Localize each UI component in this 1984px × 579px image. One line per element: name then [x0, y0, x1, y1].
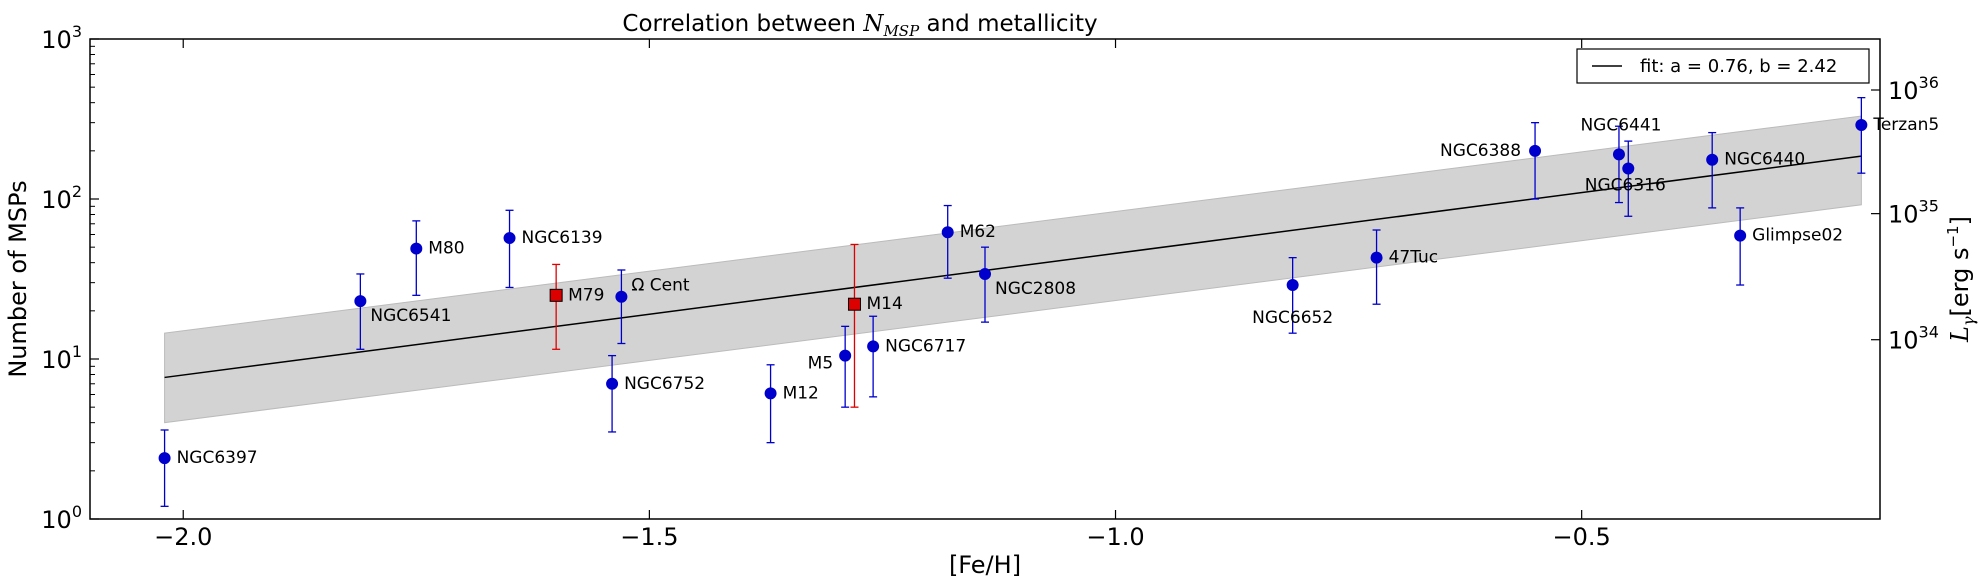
point-marker-circle: [941, 226, 954, 239]
right-tick-label: 1035: [1888, 197, 1939, 229]
point-marker-circle: [615, 290, 628, 303]
point-marker-circle: [1286, 279, 1299, 292]
data-points-layer: NGC6397 NGC6541 M80 NGC6139 Ω Cent NGC6752 M12…: [158, 96, 1939, 507]
point-label: NGC6440: [1724, 150, 1805, 170]
point-label: NGC2808: [995, 279, 1076, 299]
point-marker-circle: [1734, 229, 1747, 242]
right-y-axis-label: Lγ[erg s−1]: [1944, 216, 1978, 343]
y-tick-label: 100: [41, 502, 82, 534]
point-label: NGC6139: [522, 228, 603, 248]
point-label: Ω Cent: [631, 276, 689, 296]
point-label: M12: [783, 383, 819, 403]
point-label: NGC6652: [1252, 308, 1333, 328]
point-marker-circle: [1855, 119, 1868, 132]
point-label: NGC6388: [1440, 141, 1521, 161]
y-tick-label: 103: [41, 22, 82, 54]
data-point: NGC6316: [1585, 140, 1666, 217]
data-point: NGC6652: [1252, 256, 1333, 334]
x-axis-label: [Fe/H]: [949, 551, 1021, 579]
right-tick-label: 1034: [1888, 323, 1939, 355]
fit-line: [164, 155, 1862, 379]
point-label: M79: [568, 285, 604, 305]
data-point: Glimpse02: [1734, 207, 1843, 286]
point-label: M14: [866, 294, 902, 314]
data-point: NGC6440: [1706, 131, 1805, 209]
y-tick-label: 102: [41, 182, 82, 214]
data-point: M5: [808, 325, 852, 408]
point-label: 47Tuc: [1389, 248, 1439, 268]
point-label: M5: [808, 354, 833, 374]
point-label: Terzan5: [1872, 115, 1939, 135]
data-point: NGC2808: [979, 246, 1076, 323]
data-point: M80: [410, 220, 465, 296]
point-marker-circle: [606, 377, 619, 390]
point-label: NGC6717: [885, 336, 966, 356]
confidence-band: [164, 115, 1862, 424]
data-point: NGC6752: [606, 354, 705, 433]
point-label: M62: [960, 222, 996, 242]
legend: fit: a = 0.76, b = 2.42: [1576, 48, 1870, 84]
confidence-band-layer: [164, 115, 1862, 424]
point-marker-circle: [354, 295, 367, 308]
point-marker-circle: [979, 267, 991, 280]
legend-label: fit: a = 0.76, b = 2.42: [1640, 56, 1837, 77]
point-marker-square: [847, 297, 861, 311]
legend-box: [1576, 48, 1870, 84]
point-label: NGC6397: [177, 448, 258, 468]
point-marker-circle: [503, 232, 516, 245]
data-point: M62: [941, 204, 996, 279]
fit-line-layer: [164, 155, 1862, 379]
point-marker-circle: [1622, 162, 1635, 175]
data-point: NGC6139: [503, 209, 603, 289]
point-marker-circle: [410, 242, 423, 255]
point-label: Glimpse02: [1752, 226, 1843, 246]
point-label: NGC6752: [624, 374, 705, 394]
point-marker-circle: [839, 349, 852, 362]
data-point: NGC6388: [1440, 122, 1542, 200]
x-tick-label: −1.0: [1086, 523, 1144, 551]
data-point: M79: [549, 263, 604, 350]
point-marker-circle: [1370, 251, 1383, 264]
point-label: NGC6441: [1580, 115, 1661, 135]
point-marker-circle: [158, 452, 171, 465]
point-marker-circle: [1706, 153, 1719, 166]
x-tick-label: −1.5: [620, 523, 678, 551]
data-point: NGC6541: [354, 273, 451, 350]
point-marker-circle: [867, 340, 880, 353]
data-point: Ω Cent: [615, 269, 690, 345]
point-marker-circle: [764, 387, 777, 400]
data-point: M12: [764, 364, 819, 444]
data-point: NGC6717: [867, 315, 966, 398]
x-tick-label: −2.0: [154, 523, 212, 551]
data-point: Terzan5: [1855, 96, 1939, 174]
x-tick-label: −0.5: [1553, 523, 1611, 551]
y-tick-label: 101: [41, 342, 82, 374]
point-marker-circle: [1612, 148, 1625, 161]
data-point: NGC6397: [158, 429, 258, 507]
right-tick-label: 1036: [1888, 73, 1939, 105]
ticks-layer: −2.0 −1.5 −1.0 −0.5 100 101 102 103 1034 1035 1036: [41, 22, 1939, 551]
plot-frame: [89, 38, 1881, 520]
data-point: 47Tuc: [1370, 229, 1439, 305]
point-marker-circle: [1529, 144, 1542, 157]
data-point: NGC6441: [1580, 115, 1661, 204]
point-marker-square: [549, 288, 563, 302]
point-label: M80: [428, 239, 464, 259]
point-label: NGC6316: [1585, 176, 1666, 196]
data-point: M14: [847, 243, 903, 408]
y-axis-label: Number of MSPs: [4, 180, 32, 377]
point-label: NGC6541: [370, 306, 451, 326]
chart-title: Correlation between NMSP and metallicity: [622, 11, 1097, 40]
